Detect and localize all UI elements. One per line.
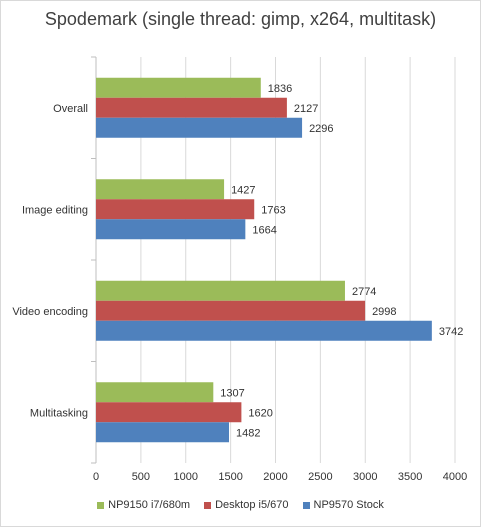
x-tick-label: 0: [93, 471, 99, 483]
legend-label: Desktop i5/670: [215, 499, 289, 511]
data-label: 2296: [309, 123, 333, 135]
bar: [96, 77, 261, 98]
bar: [96, 402, 242, 423]
data-label: 1620: [248, 407, 272, 419]
bar: [96, 280, 345, 301]
data-label: 2127: [294, 103, 318, 115]
legend-item: NP9150 i7/680m: [97, 499, 190, 511]
data-label: 1763: [261, 204, 285, 216]
bar: [96, 320, 432, 341]
x-tick-label: 500: [132, 471, 150, 483]
x-tick-label: 4000: [443, 471, 467, 483]
legend: NP9150 i7/680m Desktop i5/670 NP9570 Stock: [1, 499, 480, 511]
x-tick-label: 3500: [398, 471, 422, 483]
data-label: 1427: [231, 184, 255, 196]
data-label: 3742: [439, 326, 463, 338]
legend-item: NP9570 Stock: [302, 499, 384, 511]
bar: [96, 219, 246, 240]
legend-item: Desktop i5/670: [204, 499, 289, 511]
x-tick-label: 3000: [353, 471, 377, 483]
legend-label: NP9570 Stock: [313, 499, 384, 511]
x-tick-label: 1500: [218, 471, 242, 483]
legend-swatch: [302, 501, 310, 509]
bar: [96, 300, 366, 321]
data-label: 2774: [352, 286, 376, 298]
legend-label: NP9150 i7/680m: [108, 499, 191, 511]
legend-swatch: [204, 501, 212, 509]
x-tick-label: 1000: [174, 471, 198, 483]
data-label: 2998: [372, 306, 396, 318]
x-tick-label: 2000: [263, 471, 287, 483]
bar: [96, 117, 303, 138]
data-label: 1664: [252, 224, 276, 236]
chart-title: Spodemark (single thread: gimp, x264, mu…: [44, 9, 437, 29]
x-tick-label: 2500: [308, 471, 332, 483]
legend-swatch: [97, 501, 105, 509]
category-label: Image editing: [22, 204, 88, 216]
bar: [96, 382, 214, 403]
category-label: Overall: [53, 103, 88, 115]
category-label: Video encoding: [12, 306, 88, 318]
bar: [96, 199, 255, 220]
category-label: Multitasking: [30, 407, 88, 419]
bar: [96, 97, 287, 118]
data-label: 1482: [236, 427, 260, 439]
bar: [96, 422, 230, 443]
data-label: 1836: [268, 83, 292, 95]
bar: [96, 179, 225, 200]
data-label: 1307: [220, 387, 244, 399]
